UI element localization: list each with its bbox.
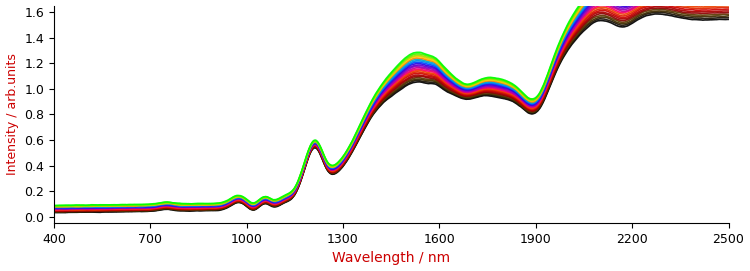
Y-axis label: Intensity / arb.units: Intensity / arb.units (5, 53, 19, 175)
X-axis label: Wavelength / nm: Wavelength / nm (332, 251, 450, 265)
